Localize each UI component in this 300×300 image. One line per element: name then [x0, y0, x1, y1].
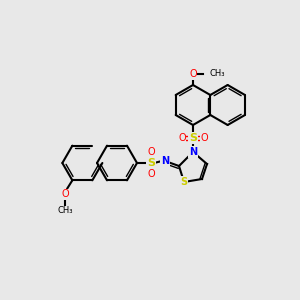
- Text: O: O: [189, 69, 197, 79]
- Text: N: N: [189, 147, 197, 157]
- Text: O: O: [147, 147, 155, 157]
- Text: S: S: [189, 133, 197, 143]
- Text: CH₃: CH₃: [210, 70, 226, 79]
- Text: CH₃: CH₃: [58, 206, 73, 215]
- Text: O: O: [61, 189, 69, 199]
- Text: O: O: [200, 133, 208, 143]
- Text: S: S: [180, 177, 188, 187]
- Text: O: O: [178, 133, 186, 143]
- Text: S: S: [147, 158, 155, 168]
- Text: O: O: [147, 169, 155, 179]
- Text: N: N: [161, 156, 169, 166]
